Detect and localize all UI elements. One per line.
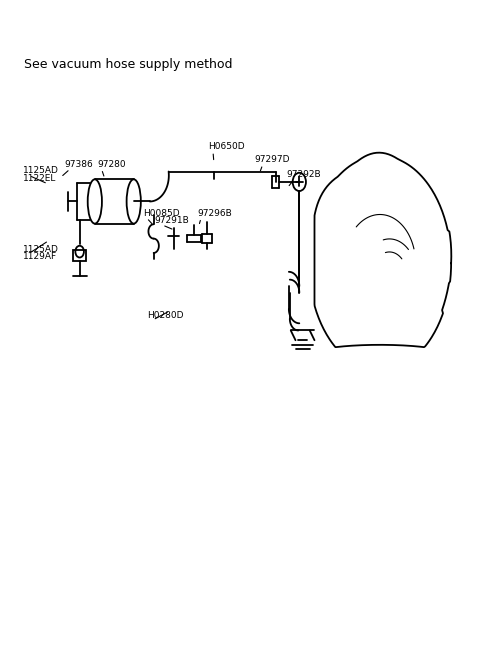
Bar bbox=[73, 250, 86, 261]
Text: 97292B: 97292B bbox=[287, 170, 321, 179]
Text: 97386: 97386 bbox=[64, 160, 93, 169]
Text: 97280: 97280 bbox=[97, 160, 126, 169]
Text: H0650D: H0650D bbox=[208, 143, 245, 151]
Text: H0085D: H0085D bbox=[143, 209, 180, 217]
Text: H0280D: H0280D bbox=[147, 311, 184, 320]
Text: 97297D: 97297D bbox=[254, 155, 290, 164]
Text: 1125AD: 1125AD bbox=[23, 244, 59, 254]
Bar bbox=[95, 179, 134, 223]
Text: 1122EL: 1122EL bbox=[23, 173, 56, 183]
Text: 97296B: 97296B bbox=[197, 209, 232, 217]
Text: 1125AD: 1125AD bbox=[23, 166, 59, 175]
Text: See vacuum hose supply method: See vacuum hose supply method bbox=[24, 58, 233, 71]
Text: 1129AF: 1129AF bbox=[23, 252, 57, 261]
Text: 97291B: 97291B bbox=[155, 216, 189, 225]
